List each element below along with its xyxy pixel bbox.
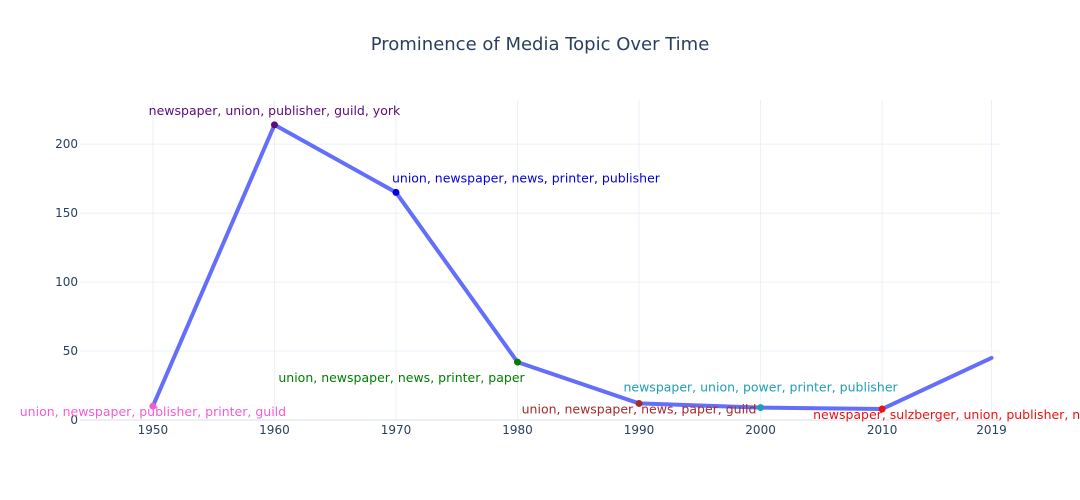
x-tick-label: 1950 [138, 423, 169, 437]
data-point-marker [757, 404, 765, 412]
data-label: union, newspaper, publisher, printer, gu… [20, 404, 286, 419]
data-label: newspaper, sulzberger, union, publisher,… [813, 407, 1080, 422]
y-tick-label: 200 [55, 137, 78, 151]
x-tick-label: 1960 [259, 423, 290, 437]
series-layer [150, 122, 994, 411]
data-label: union, newspaper, news, printer, publish… [392, 170, 661, 185]
x-tick-label: 2000 [745, 423, 776, 437]
data-point-marker [635, 399, 643, 407]
data-point-marker [270, 121, 278, 129]
data-point-marker [878, 405, 886, 413]
grid [80, 100, 1000, 421]
x-tick-label: 1970 [381, 423, 412, 437]
data-label: union, newspaper, news, printer, paper [278, 370, 525, 385]
axes: 1950 1960 1970 1980 1990 2000 2010 2019 0 50 100 15… [55, 137, 1007, 437]
y-tick-label: 0 [70, 413, 78, 427]
y-tick-label: 150 [55, 206, 78, 220]
x-tick-label: 1990 [624, 423, 655, 437]
x-tick-label: 2010 [867, 423, 898, 437]
chart-title: Prominence of Media Topic Over Time [371, 34, 710, 55]
data-label: newspaper, union, power, printer, publis… [623, 380, 898, 395]
annotation-layer: union, newspaper, publisher, printer, gu… [20, 103, 1080, 422]
data-point-marker [514, 358, 522, 366]
x-tick-label: 1980 [502, 423, 533, 437]
x-tick-label: 2019 [976, 423, 1007, 437]
y-tick-label: 100 [55, 275, 78, 289]
y-tick-label: 50 [63, 344, 78, 358]
series-line [150, 122, 994, 411]
data-label: newspaper, union, publisher, guild, york [149, 103, 401, 118]
data-point-marker [392, 188, 400, 196]
data-point-marker [149, 402, 157, 410]
data-label: union, newspaper, news, paper, guild [522, 401, 757, 416]
